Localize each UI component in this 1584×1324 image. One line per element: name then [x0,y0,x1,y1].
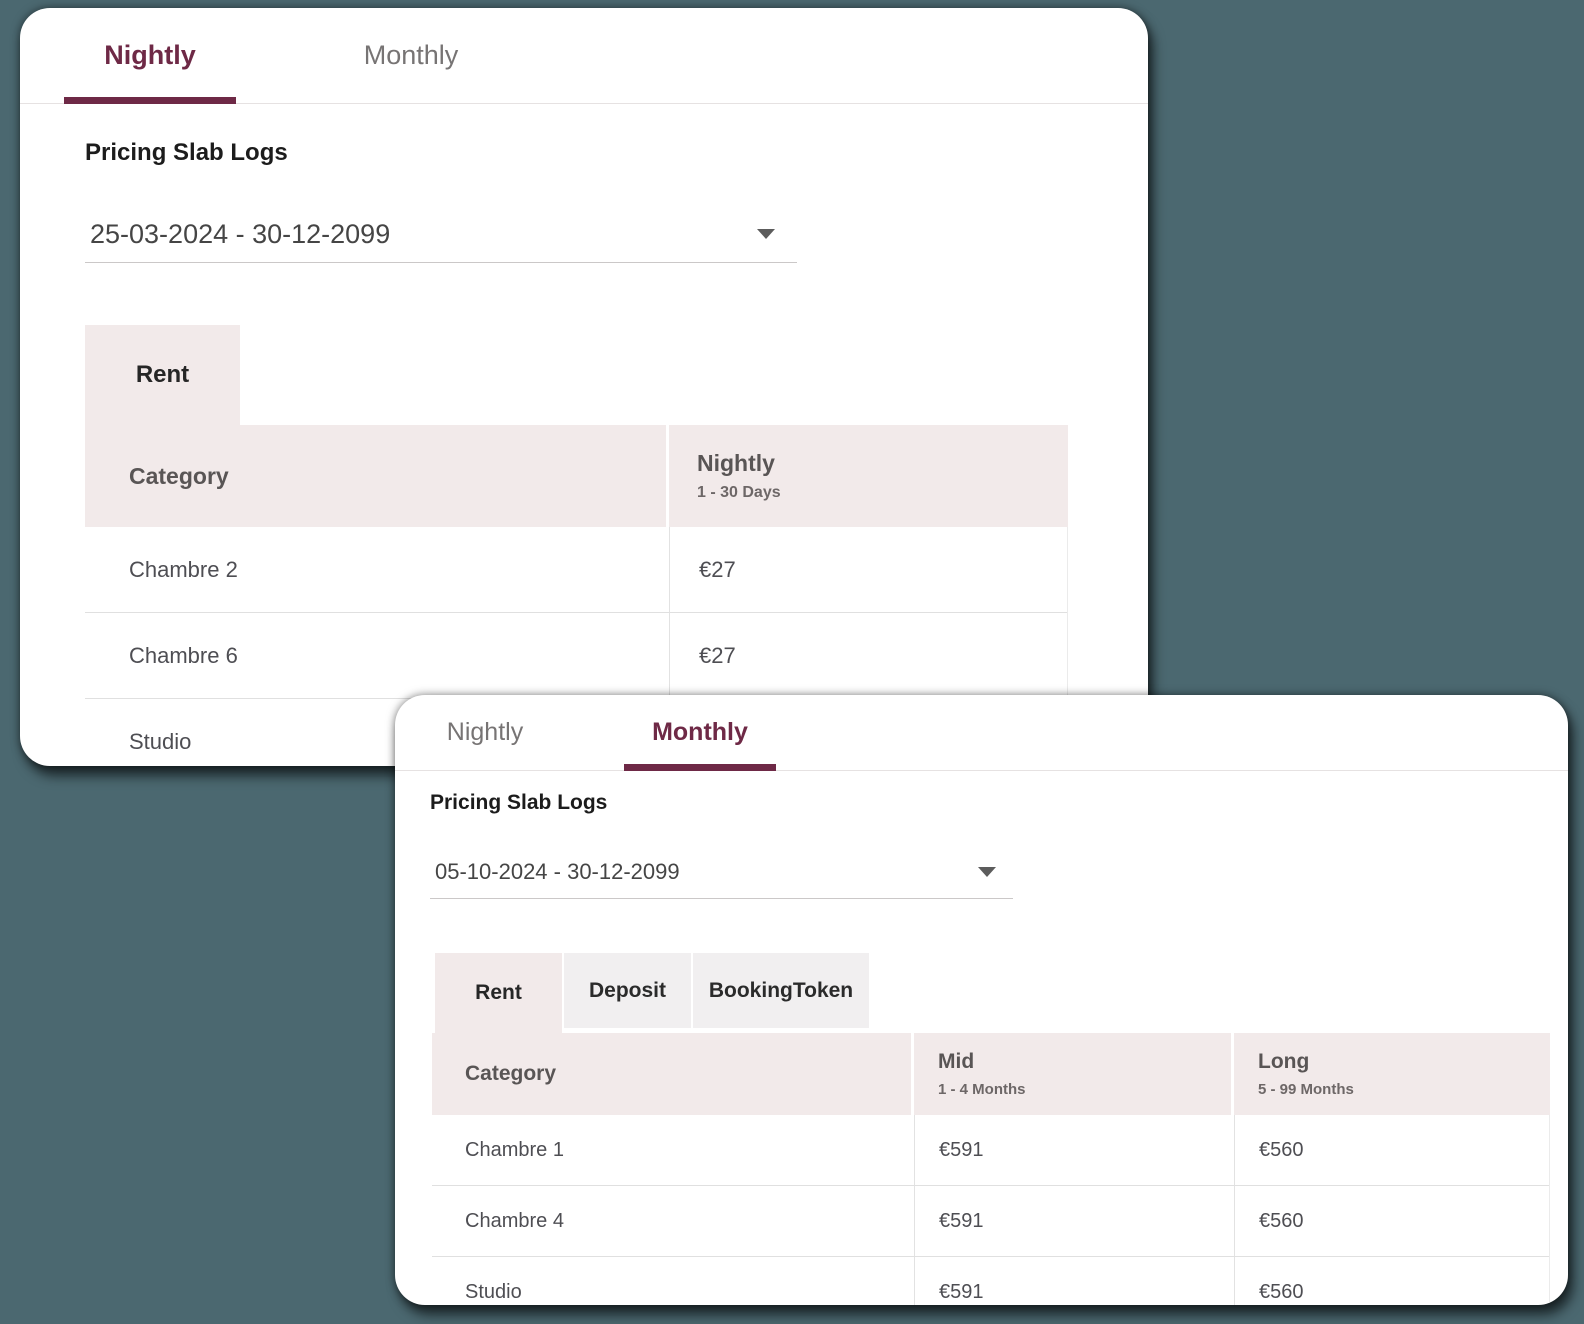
dropdown-arrow-icon [978,866,996,877]
price-cell: €27 [669,527,1067,612]
table-header: Category Mid 1 - 4 Months Long 5 - 99 Mo… [432,1033,1550,1115]
column-label: Category [465,1062,557,1085]
period-tabbar: Nightly Monthly [20,8,1148,104]
table-row: Studio €591 €560 [432,1256,1549,1305]
column-sublabel: 1 - 4 Months [938,1081,1026,1098]
price-cell: €560 [1234,1115,1549,1185]
column-label: Nightly [697,450,775,476]
pricing-table: Category Mid 1 - 4 Months Long 5 - 99 Mo… [432,1033,1550,1305]
category-cell: Chambre 1 [465,1138,564,1161]
table-header: Category Nightly 1 - 30 Days [85,425,1068,527]
page-title: Pricing Slab Logs [85,139,288,166]
table-row: Chambre 4 €591 €560 [432,1185,1549,1256]
page-title: Pricing Slab Logs [430,791,608,814]
table-row: Chambre 2 €27 [85,527,1067,612]
period-tabbar: Nightly Monthly [395,695,1568,771]
column-label: Category [129,462,229,489]
price-cell: €27 [669,613,1067,698]
column-sublabel: 5 - 99 Months [1258,1081,1354,1098]
category-cell: Studio [465,1280,522,1303]
column-header-mid: Mid 1 - 4 Months [914,1033,1231,1115]
monthly-pricing-card: Nightly Monthly Pricing Slab Logs 05-10-… [395,695,1568,1305]
category-cell: Studio [129,728,192,754]
price-cell: €560 [1234,1186,1549,1256]
price-cell: €591 [914,1115,1234,1185]
date-range-value: 25-03-2024 - 30-12-2099 [90,218,391,249]
date-range-select[interactable]: 25-03-2024 - 30-12-2099 [85,206,797,263]
price-cell: €591 [914,1257,1234,1305]
price-cell: €560 [1234,1257,1549,1305]
category-cell: Chambre 4 [465,1209,564,1232]
tab-rent[interactable]: Rent [435,953,562,1033]
tab-deposit[interactable]: Deposit [564,953,691,1028]
column-header-category: Category [85,425,666,527]
column-label: Long [1258,1050,1310,1073]
column-header-nightly: Nightly 1 - 30 Days [669,425,1068,527]
tab-nightly[interactable]: Nightly [446,718,524,746]
tab-rent[interactable]: Rent [85,325,240,425]
table-body: Chambre 1 €591 €560 Chambre 4 €591 €560 … [432,1115,1550,1305]
column-label: Mid [938,1050,975,1073]
tab-monthly[interactable]: Monthly [363,40,459,70]
price-type-tabbar: Rent [85,325,240,425]
table-row: Chambre 1 €591 €560 [432,1115,1549,1185]
date-range-select[interactable]: 05-10-2024 - 30-12-2099 [430,845,1013,899]
column-header-long: Long 5 - 99 Months [1234,1033,1550,1115]
pricing-table: Category Nightly 1 - 30 Days Chambre 2 €… [85,425,1068,766]
dropdown-arrow-icon [757,229,775,239]
category-cell: Chambre 6 [129,642,238,668]
date-range-value: 05-10-2024 - 30-12-2099 [435,858,680,884]
tab-monthly[interactable]: Monthly [624,695,776,771]
table-row: Chambre 6 €27 [85,612,1067,698]
category-cell: Chambre 2 [129,556,238,582]
price-cell: €591 [914,1186,1234,1256]
column-sublabel: 1 - 30 Days [697,484,781,501]
price-type-tabbar: Rent Deposit BookingToken [435,953,869,1033]
tab-bookingtoken[interactable]: BookingToken [693,953,869,1028]
tab-nightly[interactable]: Nightly [64,8,236,104]
nightly-pricing-card: Nightly Monthly Pricing Slab Logs 25-03-… [20,8,1148,766]
column-header-category: Category [432,1033,911,1115]
